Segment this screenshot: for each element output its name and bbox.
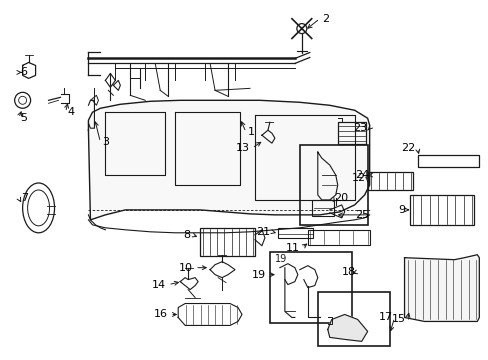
Bar	[200, 228, 254, 256]
Bar	[337, 122, 365, 144]
Bar	[317, 292, 389, 346]
Text: 4: 4	[67, 107, 75, 117]
Bar	[408, 195, 473, 225]
Text: 17: 17	[378, 312, 392, 323]
Text: 2: 2	[321, 14, 328, 24]
Text: 5: 5	[20, 113, 28, 123]
Text: 16: 16	[154, 310, 168, 319]
Text: 1: 1	[247, 127, 254, 137]
Text: 25: 25	[355, 210, 369, 220]
Polygon shape	[404, 255, 478, 321]
Bar	[299, 145, 367, 225]
Bar	[367, 172, 412, 190]
Text: 3: 3	[102, 137, 109, 147]
Text: 18: 18	[341, 267, 355, 276]
Bar	[417, 155, 478, 167]
Text: 21: 21	[255, 227, 269, 237]
Text: 10: 10	[179, 263, 193, 273]
Text: 22: 22	[401, 143, 415, 153]
Text: 15: 15	[391, 314, 405, 324]
Text: 24: 24	[355, 170, 369, 180]
Text: 9: 9	[398, 205, 405, 215]
Bar	[307, 230, 369, 245]
Text: 7: 7	[20, 193, 28, 203]
Text: 23: 23	[353, 123, 367, 133]
Polygon shape	[88, 100, 369, 220]
Text: 12: 12	[351, 173, 365, 183]
Text: 13: 13	[236, 143, 249, 153]
Text: 11: 11	[285, 243, 299, 253]
Text: 8: 8	[183, 230, 190, 240]
Text: 19: 19	[251, 270, 265, 280]
Text: 14: 14	[152, 280, 166, 289]
Text: 20: 20	[333, 193, 347, 203]
Bar	[269, 252, 351, 323]
Bar	[277, 228, 312, 238]
Polygon shape	[327, 315, 367, 341]
Text: 19: 19	[274, 254, 286, 264]
Bar	[311, 200, 333, 216]
Text: 6: 6	[20, 67, 28, 77]
